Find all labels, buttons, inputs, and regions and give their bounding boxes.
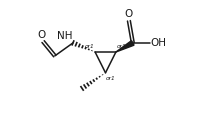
Text: NH: NH: [57, 31, 72, 41]
Text: O: O: [37, 30, 46, 40]
Text: O: O: [125, 9, 133, 19]
Polygon shape: [116, 41, 134, 52]
Text: or1: or1: [106, 76, 116, 81]
Text: or1: or1: [85, 44, 94, 49]
Text: or1: or1: [117, 44, 126, 49]
Text: OH: OH: [150, 38, 166, 48]
